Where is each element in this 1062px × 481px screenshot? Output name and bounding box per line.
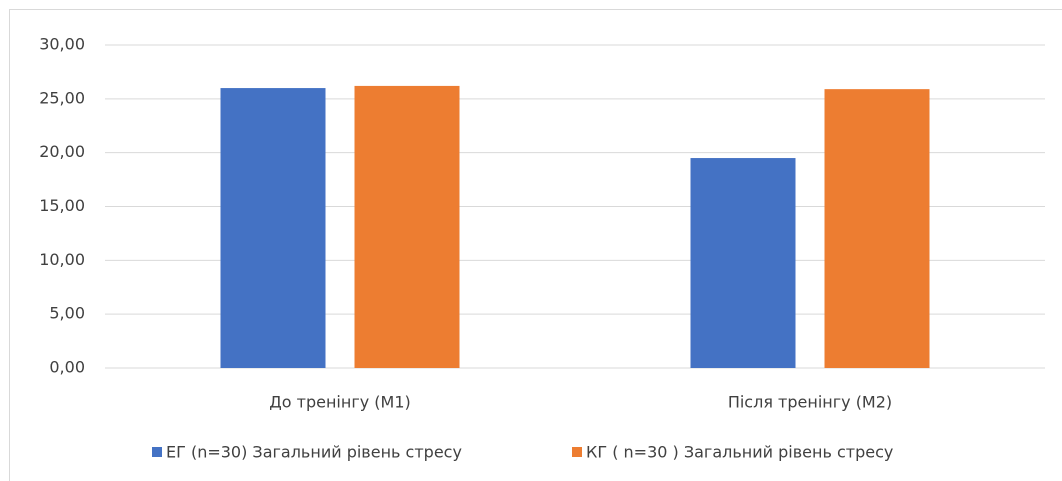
y-tick-label: 10,00 bbox=[39, 250, 85, 269]
legend-swatch bbox=[572, 447, 582, 457]
y-tick-label: 20,00 bbox=[39, 142, 85, 161]
legend-swatch bbox=[152, 447, 162, 457]
bar bbox=[824, 89, 930, 368]
x-tick-label: Після тренінгу (М2) bbox=[728, 393, 892, 412]
x-tick-label: До тренінгу (М1) bbox=[269, 393, 411, 412]
legend-label: ЕГ (n=30) Загальний рівень стресу bbox=[166, 443, 462, 462]
y-tick-label: 5,00 bbox=[49, 304, 85, 323]
bar bbox=[354, 85, 460, 368]
y-tick-label: 15,00 bbox=[39, 196, 85, 215]
y-tick-label: 0,00 bbox=[49, 358, 85, 377]
legend-label: КГ ( n=30 ) Загальний рівень стресу bbox=[586, 443, 893, 462]
bar bbox=[220, 88, 326, 369]
bar bbox=[690, 158, 796, 368]
y-tick-label: 30,00 bbox=[39, 35, 85, 54]
y-tick-label: 25,00 bbox=[39, 88, 85, 107]
